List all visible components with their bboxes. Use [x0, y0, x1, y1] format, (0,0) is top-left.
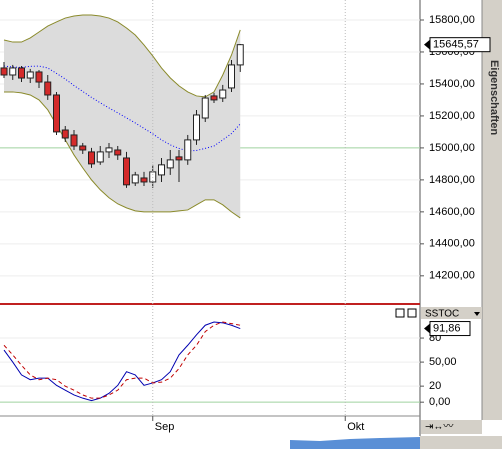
candle-body [166, 159, 174, 169]
candle-body [175, 156, 183, 161]
y-tick-label: 15800,00 [429, 14, 475, 26]
navigator-corner [420, 436, 502, 449]
close-button[interactable] [407, 308, 417, 318]
last-value-label: 91,86 [433, 322, 461, 334]
band-fill [4, 15, 241, 218]
y-tick-label: 15200,00 [429, 110, 475, 122]
candle-body [105, 147, 113, 153]
last-value-pointer [424, 323, 430, 334]
middle-band [3, 65, 241, 152]
candle-body [70, 134, 78, 147]
lower-band [4, 91, 241, 219]
navigator-area [290, 437, 420, 449]
candle-body [0, 67, 8, 76]
candle-body [184, 139, 192, 161]
indicator-header [421, 307, 482, 319]
candle-body [228, 64, 235, 89]
candle-body [61, 129, 69, 139]
candle-body [9, 67, 17, 76]
y-tick-label: 15000,00 [429, 142, 475, 154]
candle-body [88, 151, 95, 165]
candle-body [236, 44, 244, 66]
x-tick-label: Sep [155, 421, 175, 433]
x-tick-label: Okt [347, 421, 364, 433]
candle-body [35, 71, 43, 83]
y-tick-label: 14600,00 [429, 206, 475, 218]
properties-tab[interactable]: Eigenschaften [488, 60, 500, 135]
last-value-label: 15645,57 [433, 39, 479, 51]
maximize-button[interactable] [395, 308, 405, 318]
indicator-dropdown[interactable] [474, 312, 480, 316]
candle-body [114, 149, 122, 156]
candle-body [96, 151, 104, 163]
candle-body [140, 177, 148, 183]
candle-body [79, 145, 87, 151]
candle-body [18, 67, 25, 79]
candle-body [193, 114, 200, 141]
y-tick-label: 20 [429, 380, 441, 392]
y-tick-label: 14400,00 [429, 238, 475, 250]
candle-body [44, 81, 52, 96]
y-tick-label: 14200,00 [429, 270, 475, 282]
candle-body [201, 97, 209, 119]
y-tick-label: 15400,00 [429, 78, 475, 90]
candle-body [210, 95, 218, 101]
upper-band [3, 14, 241, 98]
last-value-pointer [424, 39, 430, 50]
zoom-icons[interactable]: ⇥↔〰 [425, 422, 453, 433]
candle-body [53, 94, 60, 133]
candle-body [219, 89, 227, 99]
candle-body [123, 157, 130, 186]
y-tick-label: 0,00 [429, 396, 450, 408]
candle-body [158, 164, 165, 176]
y-tick-label: 50,00 [429, 356, 457, 368]
candle-body [26, 71, 34, 79]
indicator-title: SSTOC [425, 309, 459, 320]
indicator-line [3, 321, 241, 402]
side-panel[interactable] [482, 0, 502, 420]
zoom-controls[interactable] [421, 420, 482, 434]
candle-body [131, 174, 139, 184]
indicator-line [3, 321, 241, 399]
y-tick-label: 14800,00 [429, 174, 475, 186]
